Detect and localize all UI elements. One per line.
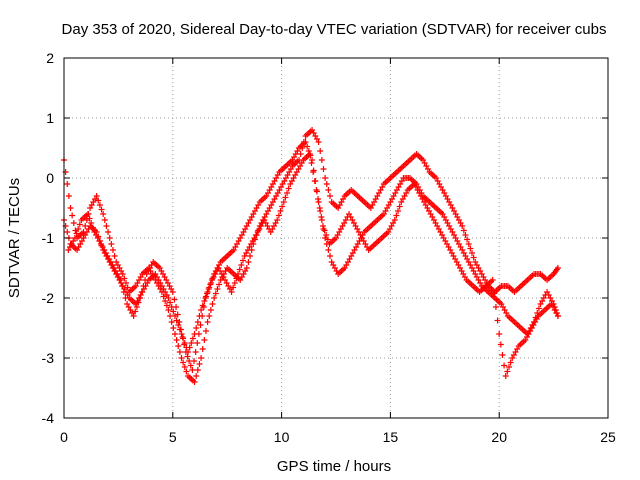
y-axis-label: SDTVAR / TECUs xyxy=(6,178,23,298)
y-tick-label: -2 xyxy=(42,290,55,306)
y-tick-label: -4 xyxy=(42,410,55,426)
x-tick-label: 5 xyxy=(169,429,177,445)
y-tick-label: -1 xyxy=(42,230,55,246)
x-tick-label: 25 xyxy=(600,429,616,445)
x-tick-label: 0 xyxy=(60,429,68,445)
y-tick-label: 2 xyxy=(46,50,54,66)
y-tick-label: 1 xyxy=(46,110,54,126)
series-t3 xyxy=(65,151,561,379)
series-markers xyxy=(65,151,561,379)
axis-ticks: 0 5 10 15 20 25 -4 -3 -2 -1 0 1 2 xyxy=(42,50,616,445)
x-axis-label: GPS time / hours xyxy=(277,458,391,475)
x-tick-label: 20 xyxy=(491,429,507,445)
y-tick-label: 0 xyxy=(46,170,54,186)
x-tick-label: 15 xyxy=(383,429,399,445)
chart-title: Day 353 of 2020, Sidereal Day-to-day VTE… xyxy=(62,21,607,38)
x-tick-label: 10 xyxy=(274,429,290,445)
y-tick-label: -3 xyxy=(42,350,55,366)
data-points xyxy=(61,127,561,385)
